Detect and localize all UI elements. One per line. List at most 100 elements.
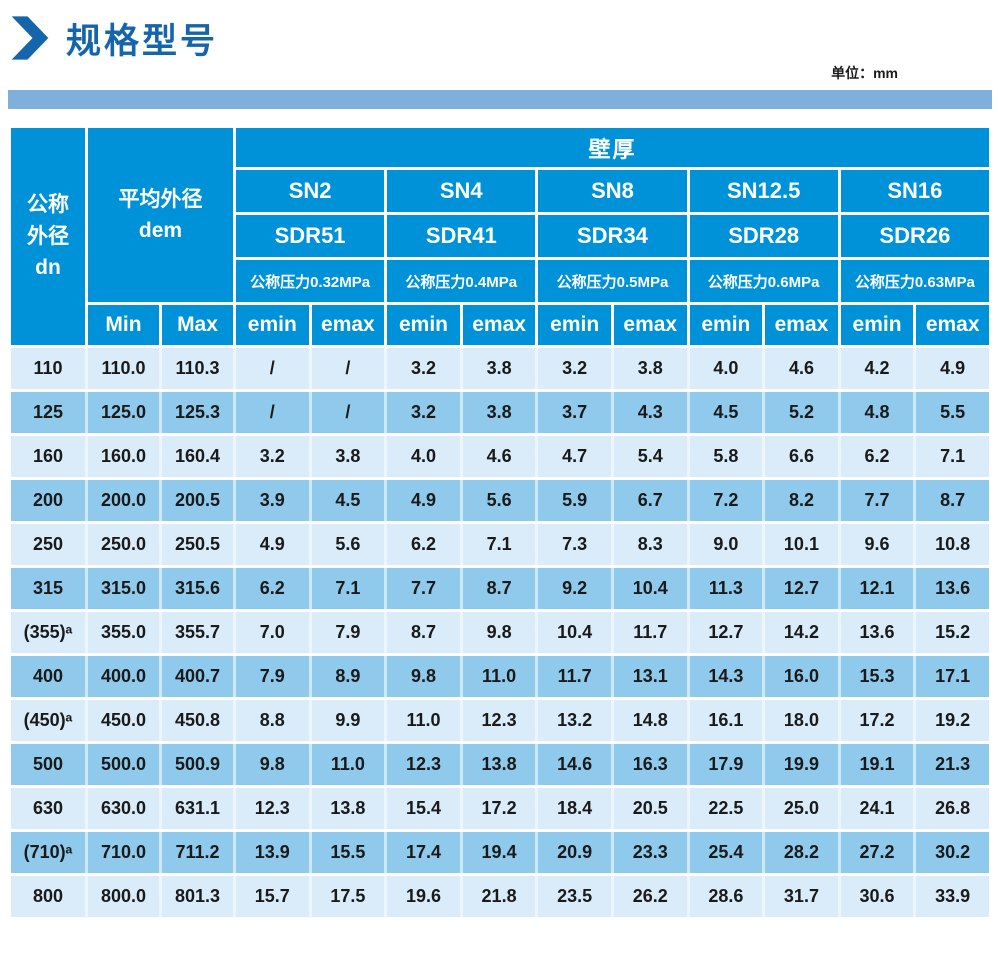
value-cell: 7.1 (459, 521, 539, 568)
min-cell: 400.0 (85, 653, 162, 700)
value-cell: 30.6 (837, 873, 917, 920)
value-cell: 9.8 (459, 609, 539, 656)
header-pressure-sn2: 公称压力0.32MPa (232, 257, 388, 305)
value-cell: 13.8 (459, 741, 539, 788)
value-cell: 4.9 (384, 477, 463, 524)
max-cell: 450.8 (159, 697, 236, 744)
max-cell: 250.5 (159, 521, 236, 568)
chevron-icon (11, 16, 49, 60)
header-sdr41: SDR41 (384, 212, 539, 260)
value-cell: 11.7 (535, 653, 614, 700)
max-cell: 110.3 (159, 345, 236, 392)
value-cell: 10.4 (610, 565, 690, 612)
value-cell: 26.2 (610, 873, 690, 920)
value-cell: 17.9 (686, 741, 766, 788)
spec-table: 公称 外径 dn 平均外径 dem 壁厚 SN2 SN4 SN8 SN12.5 … (8, 125, 993, 920)
value-cell: 25.4 (686, 829, 766, 876)
value-cell: 30.2 (913, 829, 992, 876)
table-row: 400 400.0 400.7 7.9 8.9 9.8 11.0 11.7 13.1 14.3 16… (8, 653, 992, 700)
value-cell: 6.6 (762, 433, 841, 480)
value-cell: / (308, 389, 388, 436)
value-cell: 17.2 (459, 785, 539, 832)
value-cell: 4.5 (686, 389, 766, 436)
header-emin: emin (535, 302, 614, 348)
value-cell: 5.6 (459, 477, 539, 524)
dn-cell: 125 (8, 389, 88, 436)
table-row: (710)ᵃ 710.0 711.2 13.9 15.5 17.4 19.4 20.9 23.3… (8, 829, 992, 876)
value-cell: 27.2 (837, 829, 917, 876)
value-cell: 7.1 (913, 433, 992, 480)
value-cell: 7.3 (535, 521, 614, 568)
value-cell: 8.7 (384, 609, 463, 656)
value-cell: 19.9 (762, 741, 841, 788)
value-cell: 13.8 (308, 785, 388, 832)
min-cell: 450.0 (85, 697, 162, 744)
value-cell: 7.7 (384, 565, 463, 612)
value-cell: 16.3 (610, 741, 690, 788)
value-cell: 11.0 (384, 697, 463, 744)
value-cell: 25.0 (762, 785, 841, 832)
header-sn16: SN16 (837, 167, 993, 215)
value-cell: 12.1 (837, 565, 917, 612)
min-cell: 710.0 (85, 829, 162, 876)
value-cell: 4.3 (610, 389, 690, 436)
min-cell: 200.0 (85, 477, 162, 524)
value-cell: 15.5 (308, 829, 388, 876)
value-cell: 21.8 (459, 873, 539, 920)
table-row: 110 110.0 110.3//3.2 3.8 3.2 3.8 4.0 4.6 4.2 4.9 (8, 345, 992, 392)
value-cell: 5.2 (762, 389, 841, 436)
header-sn12-5: SN12.5 (686, 167, 841, 215)
section-header: 规格型号 (8, 14, 992, 62)
value-cell: 4.2 (837, 345, 917, 392)
value-cell: 18.4 (535, 785, 614, 832)
value-cell: 15.4 (384, 785, 463, 832)
header-sn4: SN4 (384, 167, 539, 215)
dn-cell: 110 (8, 345, 88, 392)
value-cell: 19.4 (459, 829, 539, 876)
min-cell: 315.0 (85, 565, 162, 612)
dn-cell: 500 (8, 741, 88, 788)
header-emin: emin (233, 302, 312, 348)
value-cell: 5.6 (308, 521, 388, 568)
value-cell: 9.8 (384, 653, 463, 700)
header-emin: emin (837, 302, 917, 348)
value-cell: 7.0 (233, 609, 312, 656)
value-cell: 11.7 (610, 609, 690, 656)
value-cell: 3.7 (535, 389, 614, 436)
value-cell: 13.6 (837, 609, 917, 656)
page-title: 规格型号 (66, 21, 219, 61)
header-emax: emax (459, 302, 539, 348)
max-cell: 355.7 (159, 609, 236, 656)
min-cell: 110.0 (85, 345, 162, 392)
max-cell: 631.1 (159, 785, 236, 832)
value-cell: 20.5 (610, 785, 690, 832)
header-dem: 平均外径 dem (85, 125, 236, 305)
max-cell: 160.4 (159, 433, 236, 480)
header-min: Min (85, 302, 162, 348)
value-cell: 4.0 (384, 433, 463, 480)
header-sn2: SN2 (232, 167, 388, 215)
header-max: Max (159, 302, 236, 348)
spec-table-body: 110 110.0 110.3//3.2 3.8 3.2 3.8 4.0 4.6 4.2 4.9 1… (8, 345, 992, 920)
value-cell: 23.3 (610, 829, 690, 876)
header-pressure-sn12-5: 公称压力0.6MPa (686, 257, 841, 305)
value-cell: 19.2 (913, 697, 992, 744)
value-cell: 17.5 (308, 873, 388, 920)
header-pressure-sn16: 公称压力0.63MPa (837, 257, 993, 305)
header-emax: emax (913, 302, 992, 348)
value-cell: 6.2 (384, 521, 463, 568)
value-cell: 31.7 (762, 873, 841, 920)
header-emax: emax (762, 302, 841, 348)
value-cell: 18.0 (762, 697, 841, 744)
value-cell: 8.3 (610, 521, 690, 568)
value-cell: 14.8 (610, 697, 690, 744)
table-header: 公称 外径 dn 平均外径 dem 壁厚 SN2 SN4 SN8 SN12.5 … (8, 125, 993, 348)
dn-cell: 200 (8, 477, 88, 524)
max-cell: 801.3 (159, 873, 236, 920)
value-cell: 14.3 (686, 653, 766, 700)
value-cell: 11.3 (686, 565, 766, 612)
dn-cell: (710)ᵃ (8, 829, 88, 876)
dn-cell: 315 (8, 565, 88, 612)
value-cell: 3.9 (233, 477, 312, 524)
value-cell: 3.8 (459, 389, 539, 436)
